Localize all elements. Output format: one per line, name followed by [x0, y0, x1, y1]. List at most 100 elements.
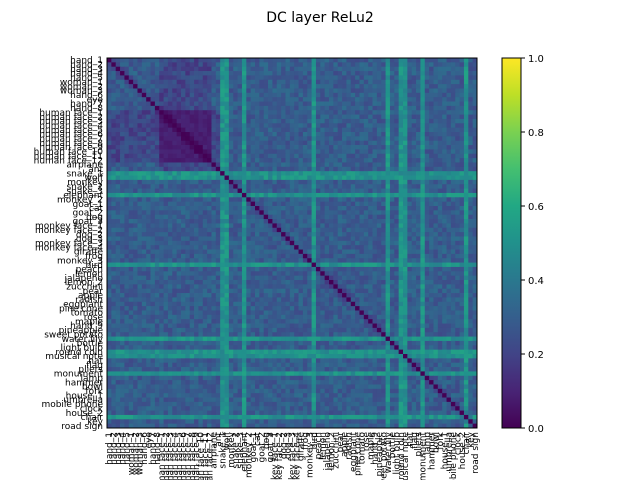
heatmap-cell	[403, 227, 408, 233]
heatmap-cell	[220, 62, 225, 68]
heatmap-cell	[146, 219, 151, 224]
heatmap-cell	[289, 101, 295, 107]
heatmap-cell	[329, 123, 334, 129]
heatmap-cell	[198, 306, 204, 311]
heatmap-cell	[298, 266, 304, 272]
heatmap-cell	[350, 114, 356, 120]
heatmap-cell	[320, 280, 326, 285]
heatmap-cell	[120, 280, 125, 285]
heatmap-cell	[429, 210, 434, 216]
heatmap-cell	[463, 62, 469, 68]
heatmap-cell	[381, 192, 386, 198]
heatmap-cell	[394, 110, 400, 115]
heatmap-cell	[437, 284, 443, 290]
heatmap-cell	[302, 236, 308, 242]
heatmap-cell	[272, 271, 278, 277]
heatmap-cell	[333, 271, 339, 277]
heatmap-cell	[181, 280, 186, 285]
heatmap-cell	[124, 223, 130, 229]
heatmap-cell	[468, 306, 474, 311]
heatmap-cell	[337, 101, 343, 107]
heatmap-cell	[176, 210, 182, 216]
heatmap-cell	[298, 271, 304, 277]
heatmap-cell	[268, 184, 273, 189]
heatmap-cell	[333, 192, 339, 198]
heatmap-cell	[315, 179, 321, 185]
heatmap-cell	[259, 306, 265, 311]
heatmap-cell	[302, 184, 308, 189]
heatmap-cell	[159, 223, 164, 229]
heatmap-cell	[141, 79, 147, 85]
heatmap-cell	[133, 258, 138, 263]
heatmap-cell	[154, 136, 160, 142]
heatmap-cell	[433, 271, 439, 277]
heatmap-cell	[459, 110, 465, 115]
heatmap-cell	[363, 306, 369, 311]
heatmap-cell	[394, 118, 400, 124]
heatmap-cell	[241, 105, 247, 111]
heatmap-cell	[250, 88, 256, 94]
heatmap-cell	[194, 84, 199, 89]
heatmap-cell	[337, 223, 343, 229]
heatmap-cell	[276, 184, 282, 189]
heatmap-cell	[172, 206, 178, 211]
heatmap-cell	[211, 271, 217, 277]
heatmap-cell	[294, 245, 299, 250]
heatmap-cell	[446, 66, 452, 72]
heatmap-cell	[172, 240, 178, 246]
heatmap-cell	[359, 306, 365, 311]
heatmap-cell	[181, 140, 186, 146]
heatmap-cell	[468, 127, 474, 133]
heatmap-cell	[107, 114, 112, 120]
heatmap-cell	[107, 223, 112, 229]
heatmap-cell	[463, 153, 469, 159]
heatmap-cell	[437, 192, 443, 198]
heatmap-cell	[424, 214, 430, 220]
heatmap-cell	[172, 127, 178, 133]
heatmap-cell	[185, 123, 191, 129]
heatmap-cell	[128, 201, 134, 207]
heatmap-cell	[333, 266, 339, 272]
heatmap-cell	[403, 192, 408, 198]
heatmap-cell	[407, 136, 413, 142]
heatmap-cell	[124, 62, 130, 68]
heatmap-cell	[368, 275, 373, 281]
heatmap-cell	[307, 179, 312, 185]
heatmap-cell	[446, 284, 452, 290]
heatmap-cell	[263, 201, 269, 207]
heatmap-cell	[167, 162, 173, 168]
heatmap-cell	[381, 293, 386, 298]
heatmap-cell	[346, 92, 352, 98]
heatmap-cell	[224, 162, 230, 168]
heatmap-cell	[268, 271, 273, 277]
heatmap-cell	[342, 192, 347, 198]
heatmap-cell	[172, 153, 178, 159]
heatmap-cell	[137, 158, 143, 163]
heatmap-cell	[237, 175, 243, 181]
heatmap-cell	[163, 258, 169, 263]
heatmap-cell	[111, 192, 117, 198]
heatmap-cell	[442, 201, 447, 207]
heatmap-cell	[455, 188, 460, 194]
heatmap-cell	[250, 171, 256, 176]
heatmap-cell	[207, 236, 212, 242]
heatmap-cell	[133, 179, 138, 185]
heatmap-cell	[307, 288, 312, 294]
heatmap-cell	[276, 197, 282, 203]
heatmap-cell	[289, 158, 295, 163]
heatmap-cell	[433, 266, 439, 272]
heatmap-cell	[176, 284, 182, 290]
heatmap-cell	[141, 71, 147, 76]
heatmap-cell	[202, 214, 208, 220]
heatmap-cell	[150, 101, 156, 107]
heatmap-cell	[181, 158, 186, 163]
heatmap-cell	[133, 127, 138, 133]
heatmap-cell	[346, 275, 352, 281]
heatmap-cell	[115, 123, 121, 129]
heatmap-cell	[372, 84, 378, 89]
heatmap-cell	[324, 266, 330, 272]
heatmap-cell	[429, 127, 434, 133]
heatmap-cell	[133, 306, 138, 311]
heatmap-cell	[137, 145, 143, 150]
heatmap-cell	[211, 293, 217, 298]
